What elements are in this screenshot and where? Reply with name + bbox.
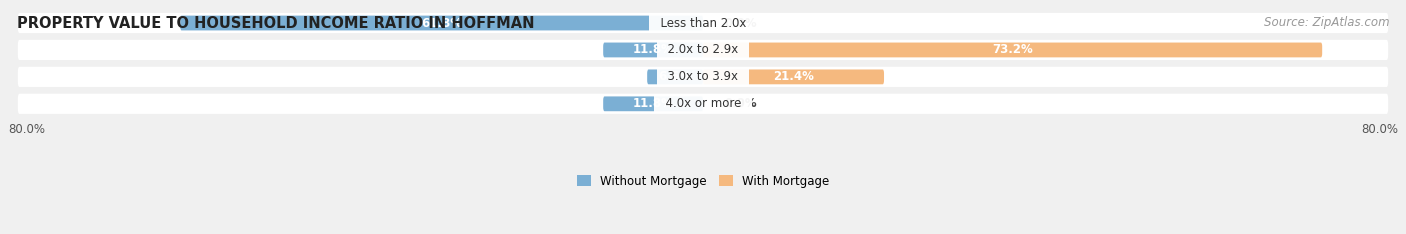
- Text: 80.0%: 80.0%: [1361, 123, 1398, 136]
- FancyBboxPatch shape: [603, 96, 703, 111]
- Text: 73.2%: 73.2%: [993, 44, 1033, 56]
- Text: 4.0x or more: 4.0x or more: [658, 97, 748, 110]
- FancyBboxPatch shape: [703, 43, 1322, 57]
- Text: 3.0x to 3.9x: 3.0x to 3.9x: [661, 70, 745, 83]
- FancyBboxPatch shape: [18, 67, 1388, 87]
- FancyBboxPatch shape: [18, 13, 1388, 33]
- Text: 21.4%: 21.4%: [773, 70, 814, 83]
- Text: 0.0%: 0.0%: [724, 17, 756, 29]
- FancyBboxPatch shape: [603, 43, 703, 57]
- FancyBboxPatch shape: [180, 16, 703, 30]
- Text: 61.8%: 61.8%: [422, 17, 463, 29]
- Text: 11.8%: 11.8%: [633, 97, 673, 110]
- FancyBboxPatch shape: [18, 40, 1388, 60]
- FancyBboxPatch shape: [703, 69, 884, 84]
- Text: Source: ZipAtlas.com: Source: ZipAtlas.com: [1264, 16, 1389, 29]
- Legend: Without Mortgage, With Mortgage: Without Mortgage, With Mortgage: [572, 170, 834, 192]
- Text: PROPERTY VALUE TO HOUSEHOLD INCOME RATIO IN HOFFMAN: PROPERTY VALUE TO HOUSEHOLD INCOME RATIO…: [17, 16, 534, 31]
- Text: 11.8%: 11.8%: [633, 44, 673, 56]
- FancyBboxPatch shape: [647, 69, 703, 84]
- Text: 0.0%: 0.0%: [724, 97, 756, 110]
- Text: Less than 2.0x: Less than 2.0x: [652, 17, 754, 29]
- FancyBboxPatch shape: [18, 94, 1388, 114]
- Text: 2.0x to 2.9x: 2.0x to 2.9x: [661, 44, 745, 56]
- Text: 80.0%: 80.0%: [8, 123, 45, 136]
- Text: 6.6%: 6.6%: [658, 70, 692, 83]
